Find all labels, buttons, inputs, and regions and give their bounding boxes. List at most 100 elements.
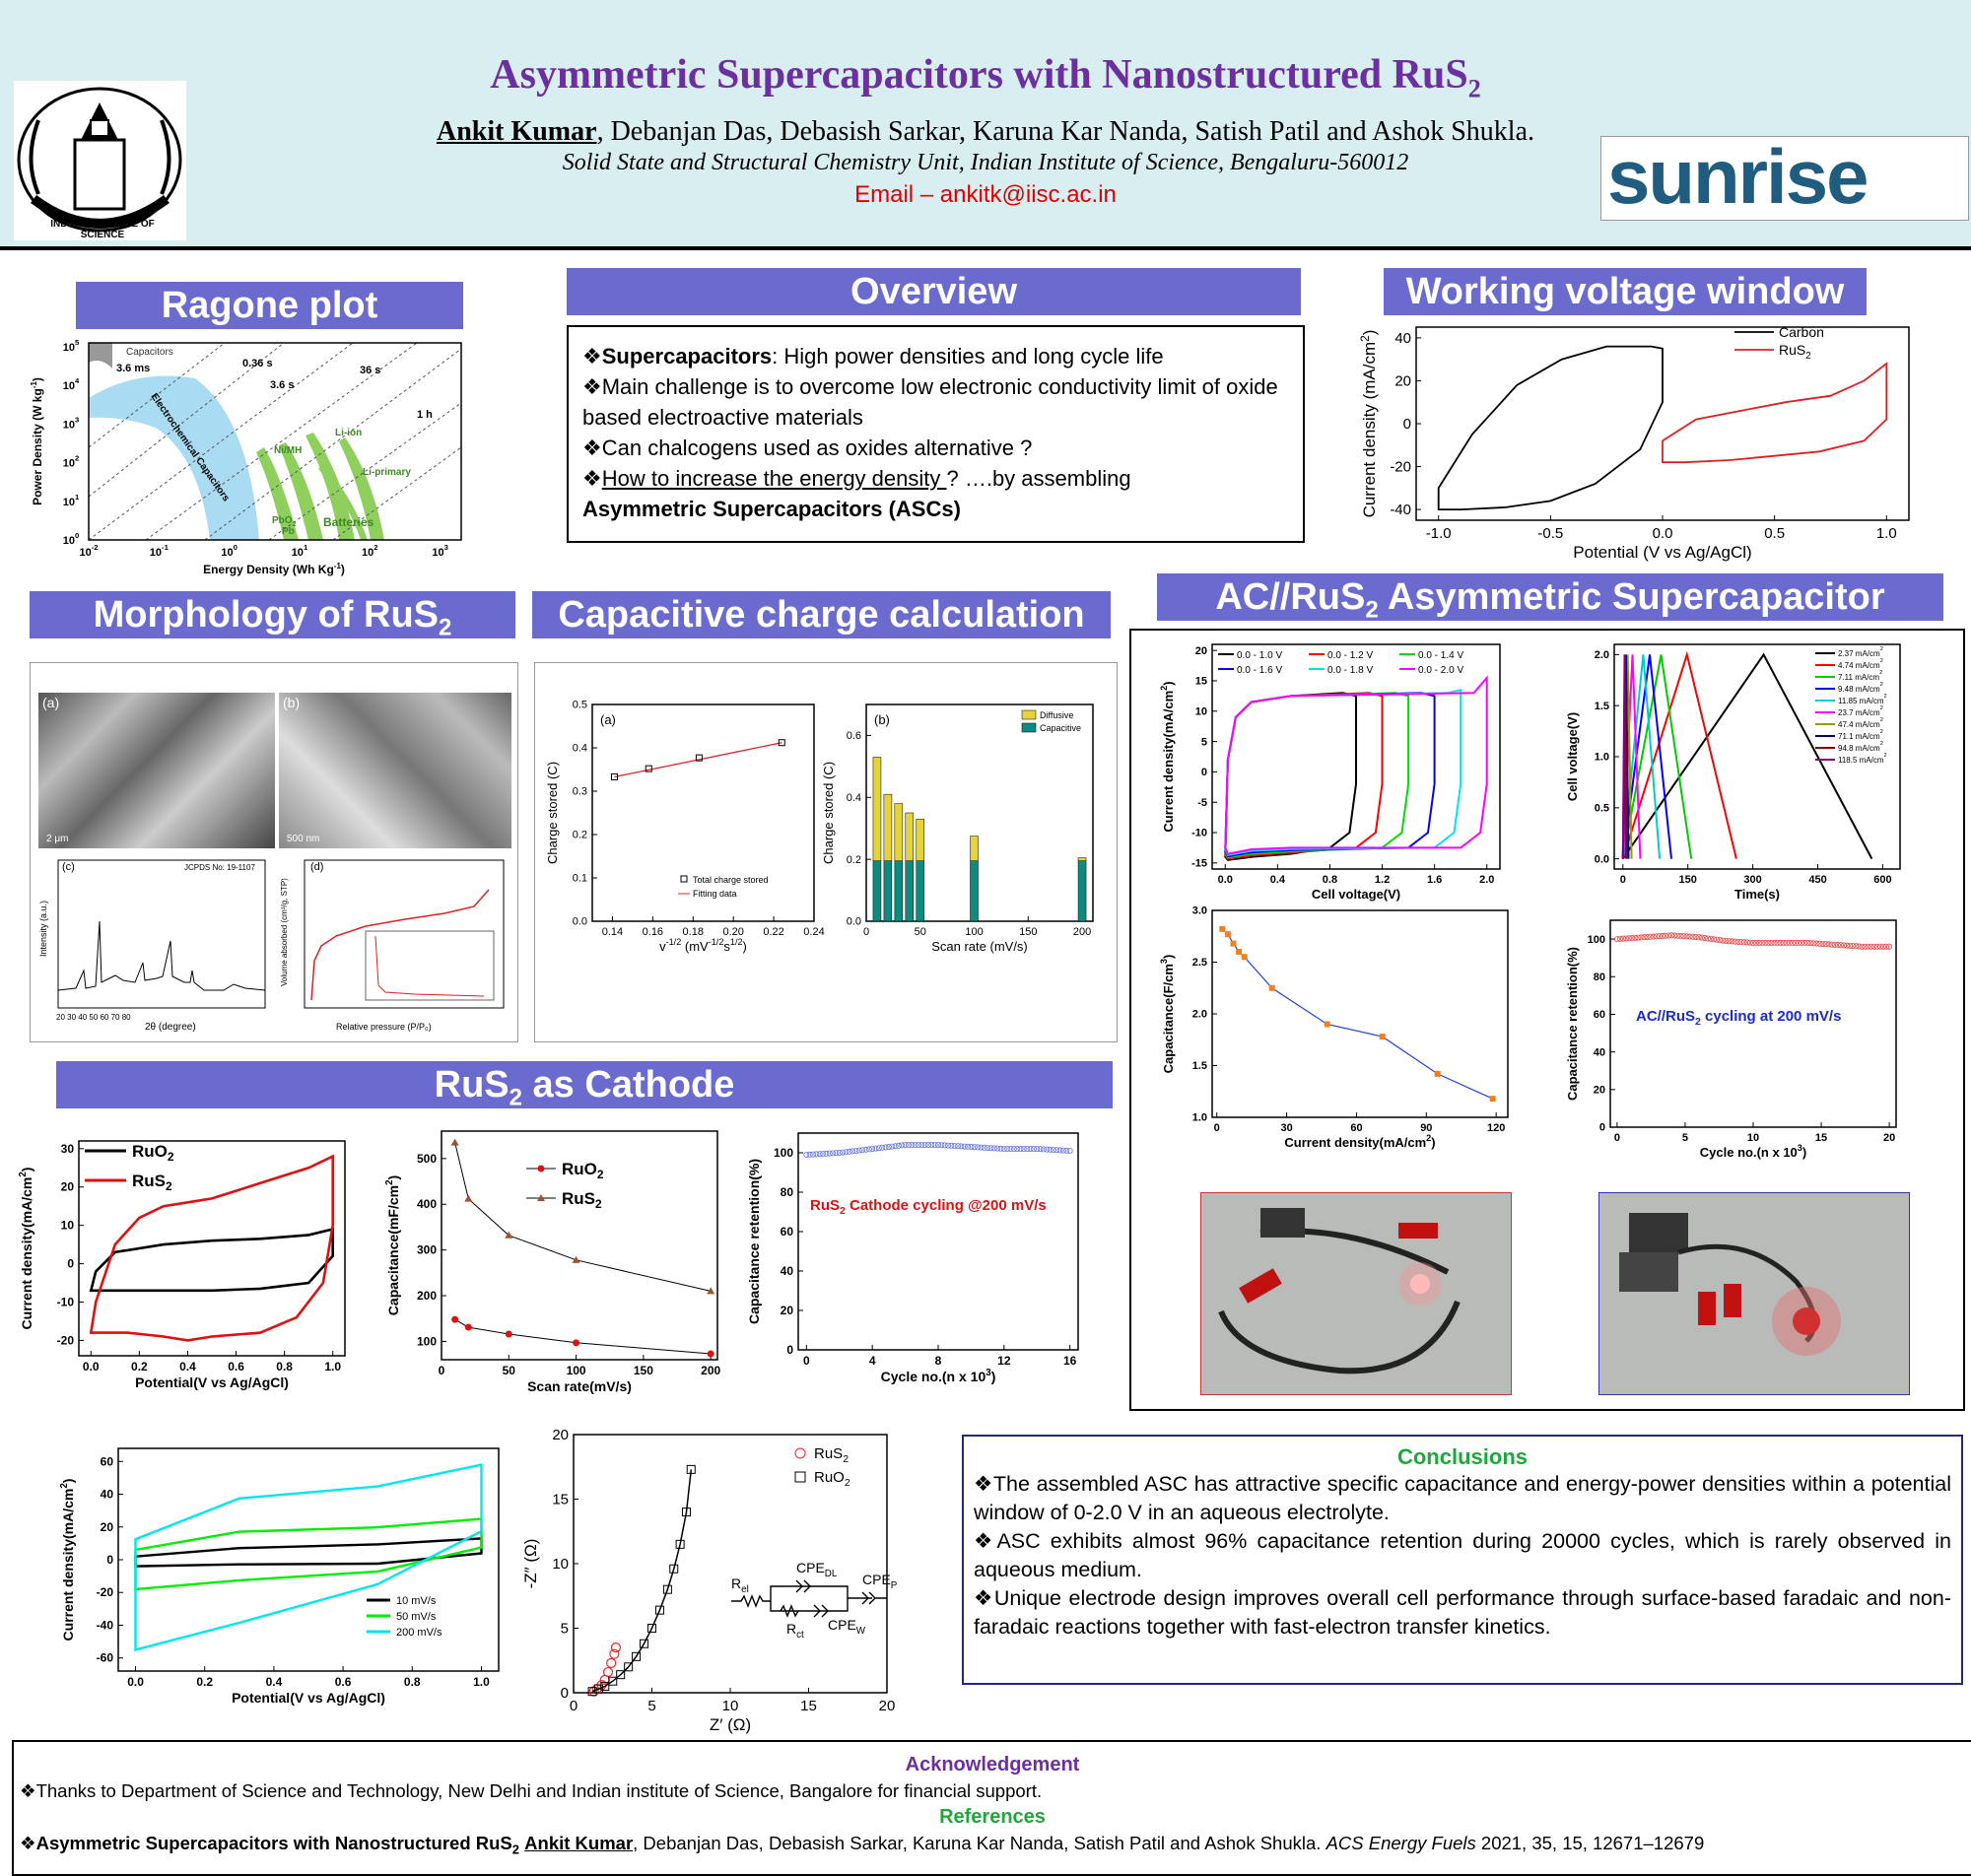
- x-tick-label: 0.8: [404, 1675, 421, 1689]
- data-point: [686, 1464, 696, 1474]
- x-tick-label: 0.20: [722, 926, 743, 938]
- legend-label: 94.8 mA/cm2: [1838, 741, 1883, 753]
- data-point: [948, 1142, 955, 1149]
- sunrise-logo: sunrise: [1600, 136, 1969, 221]
- data-point: [1007, 1145, 1014, 1152]
- data-point: [931, 1141, 938, 1148]
- data-point: [572, 1255, 580, 1263]
- data-point: [681, 1508, 691, 1517]
- capacitive-panel: 0.14 0.16 0.18 0.20 0.22 0.24 0.0 0.1 0.2 0.3 0.4 0…: [534, 662, 1118, 1042]
- conclusion-3: ❖Unique electrode design improves overal…: [974, 1586, 1951, 1639]
- y-tick-label: 0: [67, 1257, 74, 1271]
- y-tick-label: 0.5: [573, 700, 587, 711]
- legend-label: 11.85 mA/cm2: [1838, 694, 1887, 705]
- ragone-label-pbo2: PbO2: [272, 515, 297, 528]
- legend-label: RuO2: [132, 1142, 174, 1164]
- x-tick-label: 15: [1815, 1132, 1827, 1144]
- data-point: [928, 1141, 935, 1148]
- x-tick-label: 50: [915, 926, 926, 938]
- y-tick-label: 40: [101, 1488, 114, 1502]
- bar-capacitive: [1077, 860, 1087, 922]
- data-point: [778, 739, 785, 747]
- data-point: [647, 1624, 656, 1633]
- x-tick-label: 0.2: [131, 1360, 148, 1374]
- ragone-y-tick: 101: [63, 493, 80, 508]
- x-tick-label: 0: [863, 926, 869, 938]
- data-point: [1623, 935, 1630, 942]
- legend-label: 2.37 mA/cm2: [1838, 646, 1883, 658]
- y-axis-label: Current density (mA/cm2): [1358, 330, 1379, 518]
- y-axis-label: Capacitance(F/cm3): [1159, 955, 1176, 1074]
- data-point: [830, 1150, 837, 1157]
- y-tick-label: 5: [1201, 736, 1207, 748]
- data-point: [1027, 1145, 1034, 1152]
- data-point: [1620, 935, 1627, 942]
- data-point: [1870, 943, 1877, 950]
- cv-curve-rus2: [89, 1154, 334, 1342]
- ragone-y-tick: 100: [63, 531, 80, 547]
- data-point: [1819, 940, 1826, 947]
- data-point: [505, 1330, 512, 1338]
- data-point: [1720, 937, 1727, 944]
- data-point: [1668, 932, 1675, 939]
- data-point: [1236, 949, 1243, 955]
- data-point: [1040, 1146, 1047, 1153]
- data-point: [1616, 935, 1623, 942]
- y-axis-label: Cell voltage(V): [1565, 712, 1580, 801]
- y-tick-label: 2.0: [1192, 1009, 1207, 1021]
- y-tick-label: -10: [1191, 828, 1207, 839]
- legend-marker: [537, 1194, 545, 1201]
- x-tick-label: 1.0: [473, 1675, 490, 1689]
- panel-label: (a): [600, 712, 616, 727]
- morphology-panel: (a) 2 μm (b) 500 nm Intensity (a.u.) 2θ …: [30, 662, 518, 1042]
- data-point: [1796, 939, 1802, 946]
- data-point: [965, 1143, 972, 1150]
- bar-diffusive: [894, 803, 904, 861]
- x-tick-label: 0.8: [1323, 874, 1337, 886]
- conclusion-1: ❖The assembled ASC has attractive specif…: [974, 1472, 1951, 1524]
- x-axis-label: Cell voltage(V): [1312, 887, 1400, 902]
- voltage-window-chart: -1.0 -0.5 0.0 0.5 1.0 -40 -20 0 20 40 Potential (V…: [1335, 315, 1956, 571]
- data-point: [968, 1143, 975, 1150]
- x-tick-label: 0.0: [127, 1675, 144, 1689]
- data-point: [997, 1145, 1004, 1152]
- data-point: [872, 1145, 879, 1152]
- legend-label: RuS2: [1779, 342, 1811, 362]
- y-tick-label: 1.0: [1595, 752, 1609, 764]
- x-axis-label: Potential(V vs Ag/AgCl): [232, 1690, 385, 1706]
- data-point: [951, 1142, 958, 1149]
- y-tick-label: 0.4: [847, 792, 861, 804]
- y-tick-label: 60: [781, 1225, 794, 1239]
- data-point: [611, 772, 618, 780]
- data-point: [978, 1144, 985, 1151]
- data-point: [587, 1687, 597, 1697]
- y-tick-label: 20: [1594, 1084, 1605, 1096]
- data-point: [1726, 938, 1733, 945]
- y-tick-label: 1.5: [1595, 701, 1609, 712]
- cv-curve: [1224, 692, 1384, 860]
- data-point: [662, 1584, 672, 1594]
- data-point: [1828, 941, 1835, 948]
- x-tick-label: 0.8: [276, 1360, 293, 1374]
- xrd-pattern: Intensity (a.u.) 2θ (degree) (c) JCPDS N…: [36, 852, 273, 1036]
- data-point: [645, 765, 652, 772]
- led-demo-photo-1: [1200, 1192, 1512, 1395]
- data-point: [915, 1141, 921, 1148]
- data-point: [608, 1676, 618, 1686]
- series-line: [1221, 928, 1493, 1100]
- legend-label: 0.0 - 1.2 V: [1327, 650, 1373, 661]
- legend-label: Fitting data: [693, 889, 737, 899]
- svg-text:2θ (degree): 2θ (degree): [145, 1022, 196, 1033]
- email: Email – ankitk@iisc.ac.in: [854, 181, 1117, 208]
- ragone-label-liprim: Li-primary: [363, 467, 411, 478]
- gcd-curve: [1621, 654, 1693, 859]
- y-tick-label: -20: [97, 1585, 114, 1599]
- equivalent-circuit: Rel CPEDL CPEP Rct CPEW: [731, 1560, 898, 1641]
- data-point: [695, 754, 703, 762]
- data-point: [624, 1662, 634, 1672]
- legend-label: 71.1 mA/cm2: [1838, 729, 1883, 741]
- x-tick-label: 5: [647, 1698, 655, 1714]
- data-point: [1883, 943, 1890, 950]
- data-point: [1219, 925, 1226, 932]
- ragone-label-t3: 3.6 s: [270, 379, 294, 391]
